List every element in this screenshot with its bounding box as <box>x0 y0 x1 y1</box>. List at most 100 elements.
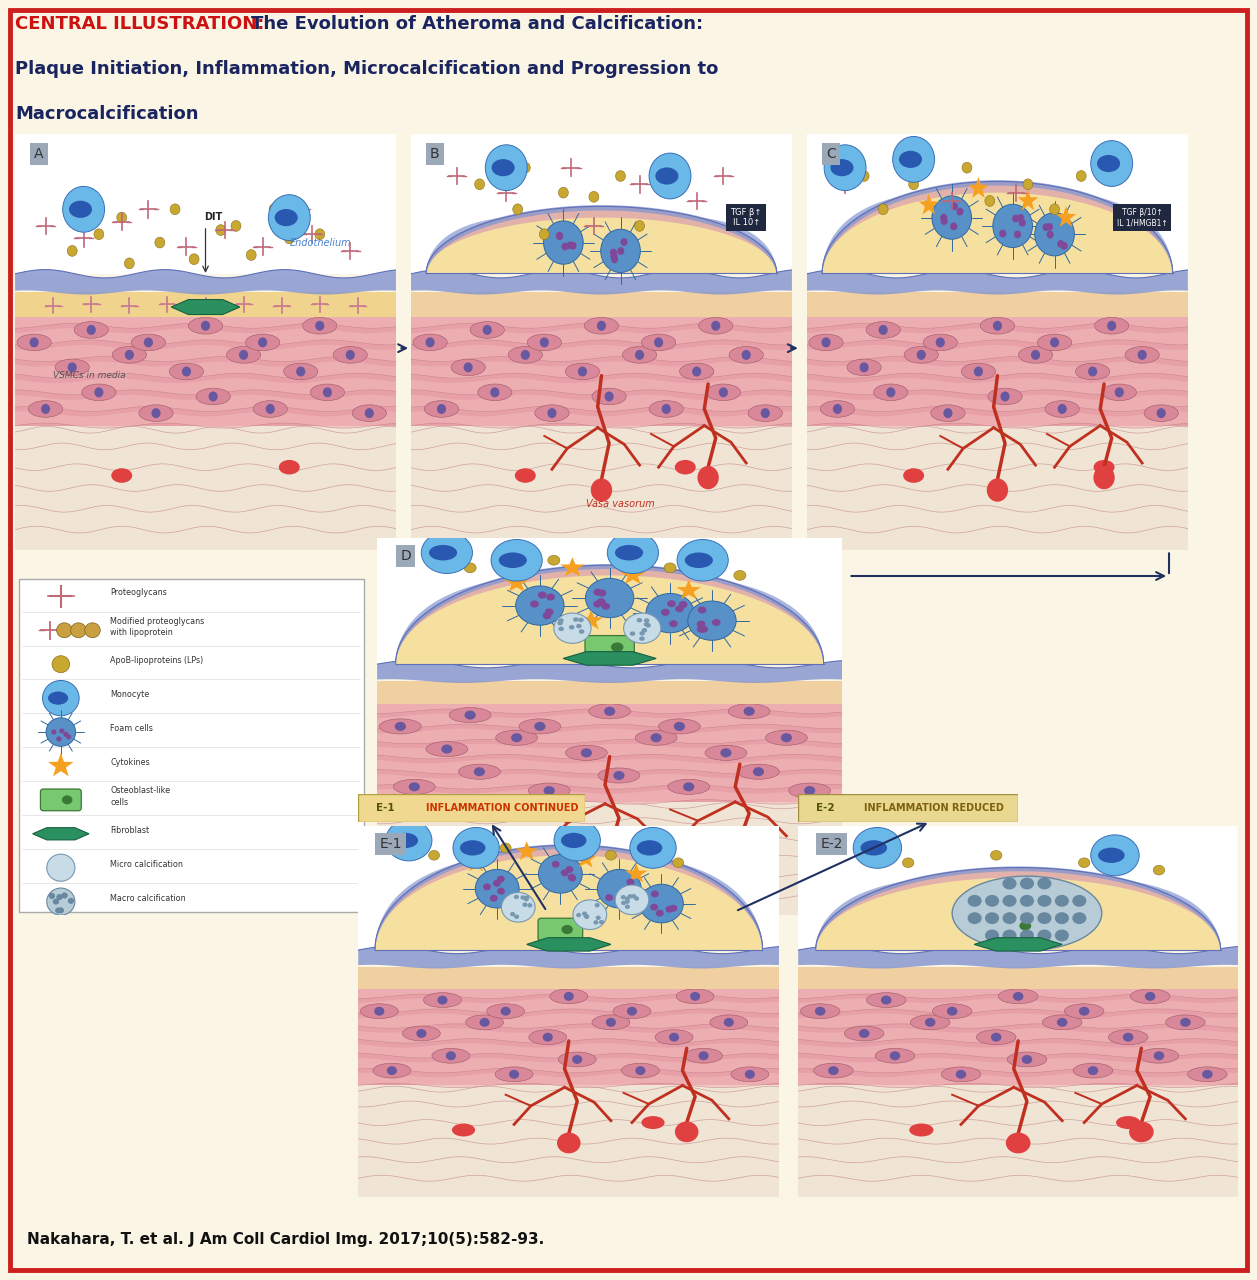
Ellipse shape <box>667 780 710 795</box>
Circle shape <box>1046 223 1053 230</box>
Circle shape <box>625 905 630 909</box>
Circle shape <box>664 563 676 572</box>
Circle shape <box>1153 865 1165 876</box>
Circle shape <box>117 212 127 223</box>
Circle shape <box>409 782 420 791</box>
Circle shape <box>520 349 530 360</box>
Circle shape <box>669 621 678 627</box>
Circle shape <box>641 628 647 632</box>
Polygon shape <box>621 564 645 584</box>
Circle shape <box>475 179 484 189</box>
Ellipse shape <box>585 317 618 334</box>
Ellipse shape <box>426 741 468 756</box>
Circle shape <box>683 782 694 791</box>
Circle shape <box>613 771 625 780</box>
Ellipse shape <box>528 783 571 799</box>
Circle shape <box>1042 223 1050 232</box>
Ellipse shape <box>641 334 676 351</box>
Circle shape <box>189 253 199 265</box>
Circle shape <box>690 992 700 1001</box>
Ellipse shape <box>941 1068 980 1082</box>
Circle shape <box>1057 241 1065 248</box>
Ellipse shape <box>728 704 771 719</box>
Circle shape <box>675 605 684 612</box>
Text: INFLAMMATION REDUCED: INFLAMMATION REDUCED <box>865 803 1004 813</box>
Circle shape <box>993 321 1002 330</box>
Ellipse shape <box>675 460 695 475</box>
Text: TGF β↑
IL 10↑: TGF β↑ IL 10↑ <box>730 207 762 228</box>
Circle shape <box>742 349 750 360</box>
Circle shape <box>631 893 636 899</box>
Ellipse shape <box>82 384 116 401</box>
Ellipse shape <box>170 364 204 380</box>
Circle shape <box>711 321 720 330</box>
Circle shape <box>500 844 512 852</box>
Ellipse shape <box>655 168 679 184</box>
Circle shape <box>1129 1121 1154 1142</box>
Circle shape <box>58 908 64 914</box>
Circle shape <box>485 145 527 191</box>
Circle shape <box>557 621 563 626</box>
Ellipse shape <box>495 1068 533 1082</box>
Circle shape <box>528 904 533 908</box>
Ellipse shape <box>1102 384 1136 401</box>
FancyBboxPatch shape <box>585 636 635 659</box>
Circle shape <box>625 896 630 901</box>
Circle shape <box>890 1051 900 1060</box>
Circle shape <box>576 623 582 628</box>
Circle shape <box>1145 992 1155 1001</box>
Circle shape <box>644 622 650 626</box>
Circle shape <box>538 855 582 893</box>
Ellipse shape <box>866 993 906 1007</box>
Text: CENTRAL ILLUSTRATION:: CENTRAL ILLUSTRATION: <box>15 15 270 33</box>
Circle shape <box>52 655 69 673</box>
Circle shape <box>727 838 753 860</box>
Circle shape <box>231 220 241 232</box>
Circle shape <box>53 899 59 905</box>
Polygon shape <box>968 177 988 198</box>
Circle shape <box>597 590 606 596</box>
Ellipse shape <box>788 783 831 799</box>
Circle shape <box>52 730 57 735</box>
Circle shape <box>719 388 728 397</box>
Text: A: A <box>34 147 44 161</box>
Polygon shape <box>15 310 396 425</box>
Text: E-2: E-2 <box>816 803 835 813</box>
Circle shape <box>151 408 161 419</box>
Circle shape <box>1006 1133 1031 1153</box>
Circle shape <box>744 707 754 716</box>
Polygon shape <box>15 134 396 274</box>
FancyBboxPatch shape <box>538 918 583 941</box>
Circle shape <box>593 920 598 924</box>
Circle shape <box>1037 895 1051 906</box>
Ellipse shape <box>998 989 1038 1004</box>
Circle shape <box>644 618 650 623</box>
Circle shape <box>464 563 476 572</box>
Circle shape <box>1050 338 1060 347</box>
Circle shape <box>441 745 453 754</box>
Circle shape <box>630 827 676 868</box>
Ellipse shape <box>55 358 89 376</box>
Circle shape <box>968 895 982 906</box>
Circle shape <box>1003 878 1017 890</box>
Polygon shape <box>358 966 779 989</box>
Ellipse shape <box>138 404 173 421</box>
Text: The Evolution of Atheroma and Calcification:: The Evolution of Atheroma and Calcificat… <box>250 15 703 33</box>
Circle shape <box>65 735 72 740</box>
Ellipse shape <box>730 1068 769 1082</box>
Circle shape <box>931 196 972 239</box>
Circle shape <box>386 820 432 861</box>
Circle shape <box>650 904 659 910</box>
Polygon shape <box>798 1078 1238 1197</box>
Circle shape <box>502 892 535 922</box>
Ellipse shape <box>131 334 166 351</box>
Circle shape <box>474 767 485 776</box>
Polygon shape <box>411 417 792 550</box>
Circle shape <box>962 163 972 173</box>
Circle shape <box>43 681 79 716</box>
Circle shape <box>552 860 559 868</box>
Ellipse shape <box>245 334 280 351</box>
Ellipse shape <box>831 159 854 177</box>
Ellipse shape <box>909 1124 934 1137</box>
Ellipse shape <box>699 317 733 334</box>
